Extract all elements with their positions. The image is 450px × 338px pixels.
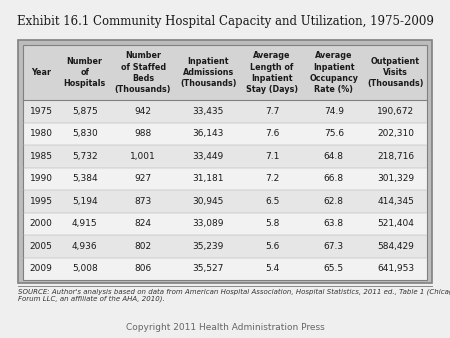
Text: 5,732: 5,732 bbox=[72, 152, 98, 161]
Text: 7.1: 7.1 bbox=[265, 152, 279, 161]
Text: 4,915: 4,915 bbox=[72, 219, 98, 228]
Text: 5,830: 5,830 bbox=[72, 129, 98, 139]
Text: 1995: 1995 bbox=[29, 197, 53, 206]
Text: 63.8: 63.8 bbox=[324, 219, 344, 228]
Text: Year: Year bbox=[31, 68, 51, 77]
Bar bbox=[23, 123, 427, 145]
Text: 35,239: 35,239 bbox=[193, 242, 224, 251]
Text: 2000: 2000 bbox=[30, 219, 52, 228]
Text: 7.2: 7.2 bbox=[265, 174, 279, 184]
Text: Average
Length of
Inpatient
Stay (Days): Average Length of Inpatient Stay (Days) bbox=[246, 51, 298, 94]
Text: 190,672: 190,672 bbox=[377, 107, 414, 116]
Bar bbox=[23, 235, 427, 258]
Text: 33,449: 33,449 bbox=[193, 152, 224, 161]
Text: 5.6: 5.6 bbox=[265, 242, 279, 251]
Bar bbox=[23, 213, 427, 235]
Text: SOURCE: Author's analysis based on data from American Hospital Association, Hosp: SOURCE: Author's analysis based on data … bbox=[18, 288, 450, 295]
Text: 35,527: 35,527 bbox=[193, 264, 224, 273]
Text: 641,953: 641,953 bbox=[377, 264, 414, 273]
Text: 5.8: 5.8 bbox=[265, 219, 279, 228]
Bar bbox=[23, 45, 427, 100]
Bar bbox=[23, 100, 427, 123]
Text: 66.8: 66.8 bbox=[324, 174, 344, 184]
Text: 806: 806 bbox=[135, 264, 152, 273]
Text: 65.5: 65.5 bbox=[324, 264, 344, 273]
Text: 1990: 1990 bbox=[29, 174, 53, 184]
Text: Average
Inpatient
Occupancy
Rate (%): Average Inpatient Occupancy Rate (%) bbox=[309, 51, 358, 94]
Text: 873: 873 bbox=[135, 197, 152, 206]
Text: 927: 927 bbox=[135, 174, 152, 184]
Bar bbox=[23, 168, 427, 190]
Bar bbox=[18, 40, 432, 283]
Text: 5,008: 5,008 bbox=[72, 264, 98, 273]
Text: 5.4: 5.4 bbox=[265, 264, 279, 273]
Text: 7.7: 7.7 bbox=[265, 107, 279, 116]
Text: 75.6: 75.6 bbox=[324, 129, 344, 139]
Text: 4,936: 4,936 bbox=[72, 242, 98, 251]
Text: 1975: 1975 bbox=[29, 107, 53, 116]
Bar bbox=[23, 45, 427, 280]
Text: 62.8: 62.8 bbox=[324, 197, 344, 206]
Text: Number
of
Hospitals: Number of Hospitals bbox=[63, 57, 106, 88]
Text: 802: 802 bbox=[135, 242, 152, 251]
Text: 1,001: 1,001 bbox=[130, 152, 156, 161]
Text: 74.9: 74.9 bbox=[324, 107, 344, 116]
Text: 414,345: 414,345 bbox=[377, 197, 414, 206]
Text: Copyright 2011 Health Administration Press: Copyright 2011 Health Administration Pre… bbox=[126, 323, 324, 332]
Bar bbox=[23, 145, 427, 168]
Text: 5,875: 5,875 bbox=[72, 107, 98, 116]
Text: Number
of Staffed
Beds
(Thousands): Number of Staffed Beds (Thousands) bbox=[115, 51, 171, 94]
Text: 1985: 1985 bbox=[29, 152, 53, 161]
Text: 31,181: 31,181 bbox=[193, 174, 224, 184]
Text: 824: 824 bbox=[135, 219, 152, 228]
Text: Inpatient
Admissions
(Thousands): Inpatient Admissions (Thousands) bbox=[180, 57, 236, 88]
Text: 5,384: 5,384 bbox=[72, 174, 98, 184]
Text: 988: 988 bbox=[135, 129, 152, 139]
Text: Exhibit 16.1 Community Hospital Capacity and Utilization, 1975-2009: Exhibit 16.1 Community Hospital Capacity… bbox=[17, 15, 433, 28]
Text: Outpatient
Visits
(Thousands): Outpatient Visits (Thousands) bbox=[367, 57, 424, 88]
Text: 7.6: 7.6 bbox=[265, 129, 279, 139]
Text: 2009: 2009 bbox=[30, 264, 52, 273]
Text: 202,310: 202,310 bbox=[377, 129, 414, 139]
Text: 5,194: 5,194 bbox=[72, 197, 98, 206]
Text: 1980: 1980 bbox=[29, 129, 53, 139]
Text: 33,435: 33,435 bbox=[193, 107, 224, 116]
Bar bbox=[23, 190, 427, 213]
Text: 6.5: 6.5 bbox=[265, 197, 279, 206]
Bar bbox=[23, 258, 427, 280]
Text: 30,945: 30,945 bbox=[193, 197, 224, 206]
Text: 2005: 2005 bbox=[30, 242, 52, 251]
Text: 301,329: 301,329 bbox=[377, 174, 414, 184]
Text: 218,716: 218,716 bbox=[377, 152, 414, 161]
Text: Forum LLC, an affiliate of the AHA, 2010).: Forum LLC, an affiliate of the AHA, 2010… bbox=[18, 295, 165, 301]
Text: 36,143: 36,143 bbox=[193, 129, 224, 139]
Text: 67.3: 67.3 bbox=[324, 242, 344, 251]
Text: 64.8: 64.8 bbox=[324, 152, 344, 161]
Text: 33,089: 33,089 bbox=[193, 219, 224, 228]
Text: 521,404: 521,404 bbox=[377, 219, 414, 228]
Text: 584,429: 584,429 bbox=[377, 242, 414, 251]
Text: 942: 942 bbox=[135, 107, 152, 116]
